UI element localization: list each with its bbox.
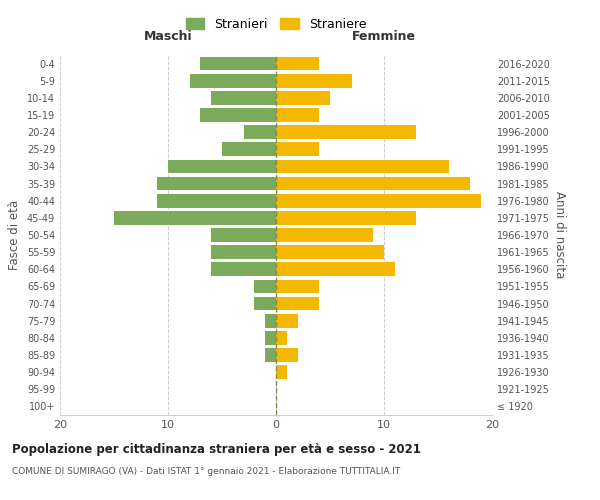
- Bar: [276, 280, 319, 293]
- Text: COMUNE DI SUMIRAGO (VA) - Dati ISTAT 1° gennaio 2021 - Elaborazione TUTTITALIA.I: COMUNE DI SUMIRAGO (VA) - Dati ISTAT 1° …: [12, 468, 400, 476]
- Y-axis label: Anni di nascita: Anni di nascita: [553, 192, 566, 278]
- Bar: [211, 262, 276, 276]
- Bar: [276, 211, 416, 224]
- Bar: [276, 331, 287, 344]
- Bar: [254, 296, 276, 310]
- Bar: [276, 126, 416, 139]
- Bar: [244, 126, 276, 139]
- Bar: [276, 176, 470, 190]
- Bar: [276, 108, 319, 122]
- Y-axis label: Fasce di età: Fasce di età: [8, 200, 21, 270]
- Bar: [211, 228, 276, 242]
- Text: Maschi: Maschi: [143, 30, 193, 43]
- Bar: [276, 296, 319, 310]
- Bar: [265, 314, 276, 328]
- Bar: [276, 348, 298, 362]
- Bar: [276, 228, 373, 242]
- Bar: [276, 262, 395, 276]
- Text: Popolazione per cittadinanza straniera per età e sesso - 2021: Popolazione per cittadinanza straniera p…: [12, 442, 421, 456]
- Bar: [276, 194, 481, 207]
- Bar: [211, 246, 276, 259]
- Bar: [276, 74, 352, 88]
- Bar: [200, 56, 276, 70]
- Bar: [276, 314, 298, 328]
- Bar: [190, 74, 276, 88]
- Text: Femmine: Femmine: [352, 30, 416, 43]
- Bar: [222, 142, 276, 156]
- Bar: [276, 91, 330, 104]
- Bar: [276, 56, 319, 70]
- Bar: [276, 246, 384, 259]
- Bar: [157, 176, 276, 190]
- Bar: [276, 366, 287, 379]
- Bar: [265, 331, 276, 344]
- Bar: [276, 160, 449, 173]
- Bar: [276, 142, 319, 156]
- Bar: [211, 91, 276, 104]
- Bar: [168, 160, 276, 173]
- Bar: [157, 194, 276, 207]
- Bar: [254, 280, 276, 293]
- Bar: [265, 348, 276, 362]
- Legend: Stranieri, Straniere: Stranieri, Straniere: [179, 11, 373, 37]
- Bar: [200, 108, 276, 122]
- Bar: [114, 211, 276, 224]
